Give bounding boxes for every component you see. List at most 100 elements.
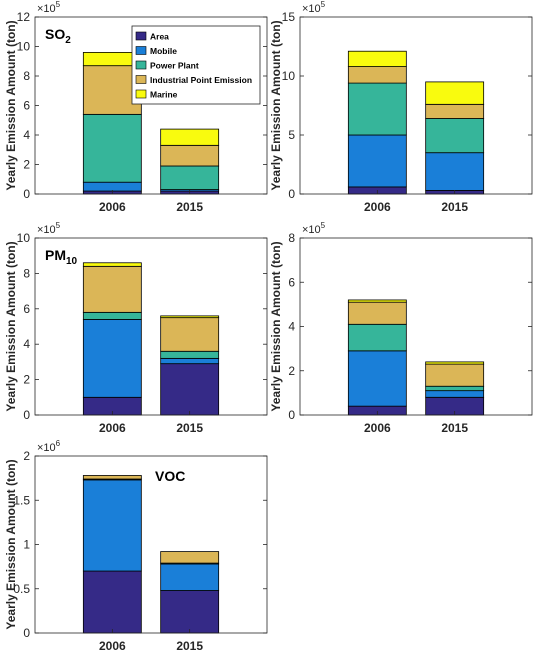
bar-segment — [347, 350, 407, 407]
panel-title: PM10 — [45, 247, 78, 267]
axis-exponent-power: 5 — [321, 221, 326, 230]
axes-frame — [34, 455, 268, 634]
y-tick-label: 2 — [23, 158, 30, 172]
category-tick-label: 2006 — [364, 200, 391, 214]
axes-frame — [34, 237, 268, 416]
bar-segment — [347, 82, 407, 136]
bar-segment — [160, 590, 220, 634]
category-tick-label: 2006 — [99, 421, 126, 435]
y-tick-label: 8 — [23, 69, 30, 83]
y-tick-label: 0 — [288, 408, 295, 422]
y-axis-label: Yearly Emission Amount (ton) — [269, 20, 283, 190]
bar-segment — [425, 103, 485, 119]
bar-segment — [347, 301, 407, 325]
y-tick-label: 4 — [23, 337, 30, 351]
category-tick-label: 2015 — [441, 421, 468, 435]
bar-segment — [160, 317, 220, 352]
bar-segment — [82, 181, 142, 192]
chart-panel: 2006 2015 0 2 4 6 8 ×105 Yearly Emission Amount … — [269, 221, 533, 435]
y-tick-label: 8 — [23, 266, 30, 280]
axis-exponent-power: 5 — [56, 0, 61, 9]
bar-segment — [425, 390, 485, 398]
legend-swatch — [135, 60, 147, 70]
y-axis-label: Yearly Emission Amount (ton) — [4, 241, 18, 411]
bar-segment — [425, 152, 485, 191]
bar-segment — [82, 262, 142, 267]
bar-segment — [160, 144, 220, 167]
y-tick-label: 10 — [17, 231, 31, 245]
panel-title: VOC — [155, 468, 185, 484]
bar-segment — [160, 350, 220, 359]
legend-box — [131, 25, 261, 105]
chart-panel: 2006 2015 0 0.5 1 1.5 2 ×106 Yearly Emission Amo… — [4, 439, 268, 652]
y-axis-label: Yearly Emission Amount (ton) — [269, 241, 283, 411]
category-tick-label: 2006 — [99, 639, 126, 652]
axes-frame — [299, 16, 533, 195]
y-tick-label: 10 — [17, 40, 31, 54]
legend-swatch — [135, 89, 147, 99]
legend-entry-label: Marine — [150, 90, 178, 100]
legend-entry-label: Industrial Point Emission — [150, 75, 252, 85]
y-tick-label: 0 — [288, 187, 295, 201]
category-tick-label: 2015 — [441, 200, 468, 214]
legend-swatch — [135, 46, 147, 55]
bar-segment — [160, 128, 220, 146]
legend-swatch — [135, 75, 147, 84]
y-tick-label: 0 — [23, 187, 30, 201]
bar-segment — [347, 323, 407, 352]
bar-segment — [160, 165, 220, 190]
axis-exponent-label: ×105 — [302, 0, 326, 15]
bar-segment — [160, 357, 220, 365]
panel-title-subscript: 2 — [65, 35, 71, 46]
y-tick-label: 6 — [23, 99, 30, 113]
category-tick-label: 2015 — [176, 421, 203, 435]
y-tick-label: 1.5 — [13, 493, 30, 507]
bar-segment — [347, 299, 407, 303]
y-tick-label: 4 — [23, 128, 30, 142]
axis-exponent-label: ×105 — [37, 221, 61, 236]
bar-segment — [347, 134, 407, 188]
category-tick-label: 2006 — [364, 421, 391, 435]
bar-segment — [82, 319, 142, 398]
y-tick-label: 6 — [23, 302, 30, 316]
y-tick-label: 2 — [23, 373, 30, 387]
legend-entry-label: Mobile — [150, 46, 177, 56]
bar-segment — [160, 363, 220, 416]
axis-exponent-label: ×105 — [37, 0, 61, 15]
panel-title: SO2 — [45, 26, 71, 46]
legend-swatch — [135, 31, 147, 41]
y-axis-label: Yearly Emission Amount (ton) — [4, 459, 18, 629]
y-tick-label: 0 — [23, 626, 30, 640]
y-tick-label: 4 — [288, 320, 295, 334]
bar-segment — [160, 315, 220, 319]
axis-exponent-power: 5 — [56, 221, 61, 230]
bar-segment — [82, 570, 142, 634]
bar-segment — [160, 551, 220, 564]
y-tick-label: 0.5 — [13, 582, 30, 596]
bar-segment — [347, 50, 407, 67]
bar-segment — [425, 361, 485, 365]
y-tick-label: 5 — [288, 128, 295, 142]
bar-segment — [425, 81, 485, 105]
y-tick-label: 15 — [282, 10, 296, 24]
y-tick-label: 1 — [23, 538, 30, 552]
chart-panel: 2006 2015 0 5 10 15 ×105 Yearly Emission Amount… — [269, 0, 533, 214]
category-tick-label: 2015 — [176, 639, 203, 652]
category-tick-label: 2006 — [99, 200, 126, 214]
bar-segment — [425, 363, 485, 387]
bar-segment — [82, 479, 142, 572]
bar-segment — [82, 311, 142, 320]
y-tick-label: 6 — [288, 275, 295, 289]
bar-segment — [82, 113, 142, 183]
y-tick-label: 0 — [23, 408, 30, 422]
bar-segment — [82, 475, 142, 480]
axis-exponent-label: ×105 — [302, 221, 326, 236]
y-tick-label: 8 — [288, 231, 295, 245]
bar-segment — [347, 66, 407, 84]
bar-segment — [82, 265, 142, 313]
chart-panel: 2006 2015 0 2 4 6 8 10 ×105 Yearly Emission Amoun… — [4, 221, 268, 435]
axis-exponent-power: 5 — [321, 0, 326, 9]
legend: Area Mobile Power Plant Industrial Point Em… — [131, 25, 261, 105]
